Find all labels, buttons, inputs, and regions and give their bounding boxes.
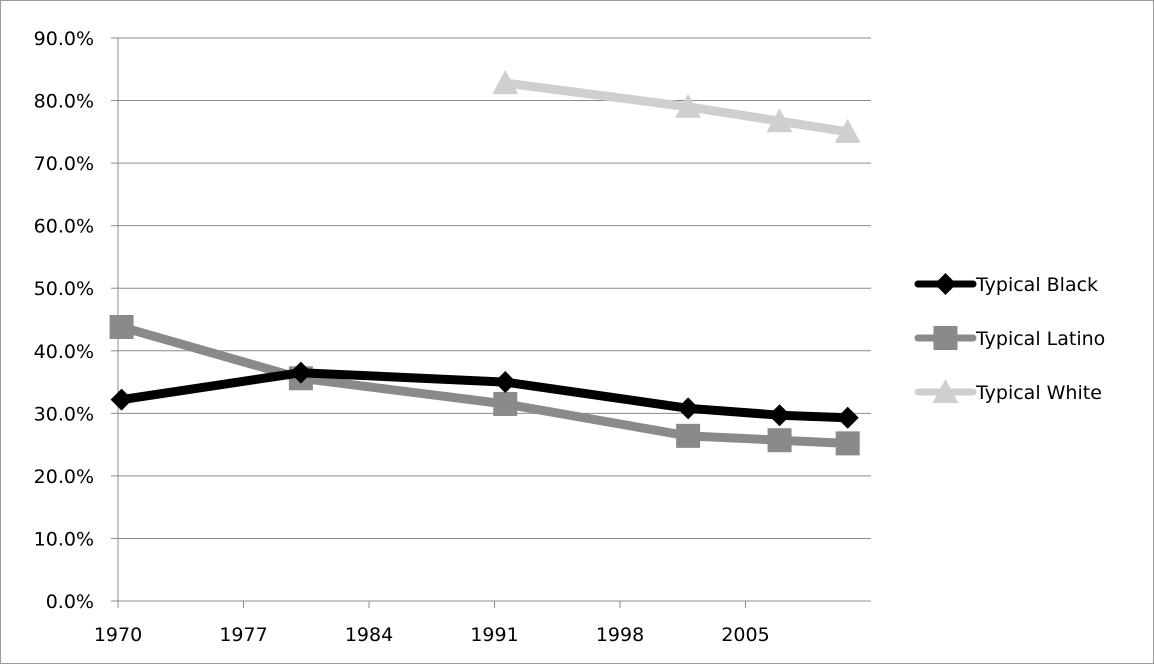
data-point [109, 315, 134, 340]
x-tick-label: 1998 [596, 624, 644, 646]
x-tick-label: 1970 [94, 624, 142, 646]
data-point [675, 93, 702, 118]
data-point [289, 361, 312, 384]
legend-label: Typical White [975, 382, 1102, 404]
y-tick-label: 20.0% [34, 466, 94, 488]
series-typical-black [110, 361, 859, 429]
legend-marker [933, 326, 958, 350]
y-tick-label: 10.0% [34, 528, 94, 550]
data-point [834, 118, 861, 143]
legend: Typical Black Typical Latino Typical White [914, 273, 1105, 404]
data-point [676, 423, 701, 448]
series-typical-white [492, 70, 861, 143]
series-line [117, 368, 853, 423]
y-tick-label: 30.0% [34, 403, 94, 425]
data-point [766, 108, 793, 133]
legend-marker [934, 273, 957, 295]
data-point [493, 391, 518, 416]
y-tick-label: 40.0% [34, 341, 94, 363]
y-axis-ticks: 0.0% 10.0% 20.0% 30.0% 40.0% 50.0% 60.0% 70.0% 8… [34, 28, 118, 613]
x-tick-label: 1991 [470, 624, 518, 646]
x-tick-label: 2005 [721, 624, 769, 646]
data-point [836, 406, 859, 429]
y-tick-label: 60.0% [34, 216, 94, 238]
data-point [492, 70, 519, 95]
series-line [500, 78, 853, 137]
data-point [677, 397, 700, 420]
data-point [768, 404, 791, 427]
series-layer [109, 70, 861, 456]
legend-item-typical-white: Typical White [914, 379, 1102, 404]
data-point [835, 431, 860, 456]
y-tick-label: 70.0% [34, 153, 94, 175]
legend-label: Typical Black [975, 274, 1098, 296]
legend-label: Typical Latino [975, 328, 1105, 350]
y-tick-label: 80.0% [34, 91, 94, 113]
legend-item-typical-black: Typical Black [914, 273, 1098, 296]
x-tick-label: 1977 [219, 624, 267, 646]
series-typical-latino [109, 315, 860, 456]
legend-item-typical-latino: Typical Latino [914, 326, 1105, 350]
legend-marker [932, 379, 959, 404]
data-point [494, 371, 517, 394]
data-point [767, 428, 792, 453]
data-point [110, 388, 133, 411]
y-tick-label: 50.0% [34, 278, 94, 300]
grid [118, 37, 871, 539]
y-tick-label: 90.0% [34, 28, 94, 50]
x-tick-label: 1984 [345, 624, 393, 646]
y-tick-label: 0.0% [46, 591, 94, 613]
x-axis: 1970 1977 1984 1991 1998 2005 [94, 38, 871, 646]
